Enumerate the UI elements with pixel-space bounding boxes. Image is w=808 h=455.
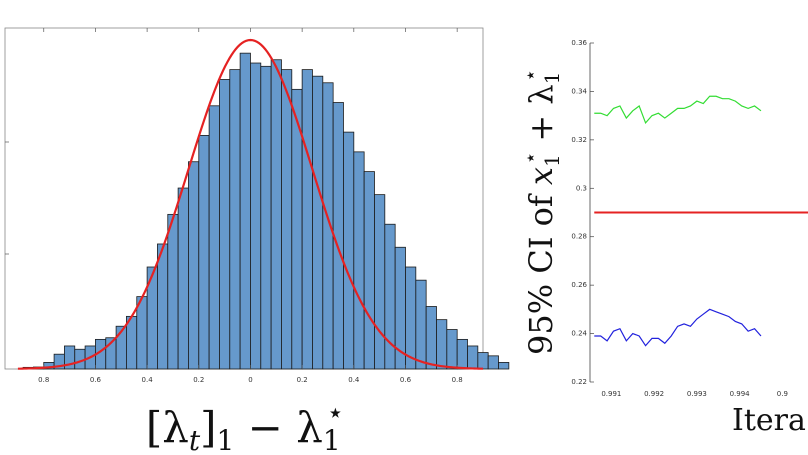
ci-y-tick-label: 0.3 xyxy=(576,184,587,192)
histogram-x-axis-label: [λt]1 − λ1⋆ xyxy=(146,396,344,455)
histogram-bars xyxy=(22,52,510,370)
ci-x-tick-label: 0.992 xyxy=(644,390,664,398)
ci-y-tick-label: 0.36 xyxy=(571,39,587,47)
histogram-bar xyxy=(281,69,293,370)
ylabel-sub-1b: 1 xyxy=(540,72,564,85)
histogram-bar xyxy=(177,187,189,370)
histogram-bar xyxy=(363,171,375,370)
histogram-tick-label: 0.6 xyxy=(90,376,102,384)
xlabel-sub-t: t xyxy=(189,424,201,455)
histogram-bar xyxy=(208,105,220,370)
ci-x-tick-label: 0.9 xyxy=(777,390,788,398)
histogram-bar xyxy=(157,243,169,370)
xlabel-bracket: ] xyxy=(200,403,216,452)
ylabel-star-b: ⋆ xyxy=(518,69,542,82)
ci-x-tick-label: 0.993 xyxy=(687,390,707,398)
ci-y-tick-label: 0.26 xyxy=(571,281,587,289)
histogram-tick-label: 0.8 xyxy=(452,376,463,384)
ylabel-star: ⋆ xyxy=(518,152,542,165)
histogram-tick-label: 0.4 xyxy=(142,376,154,384)
normal-density-curve xyxy=(17,38,484,370)
histogram-tick-label: 0.4 xyxy=(348,376,360,384)
ci-lower-line xyxy=(594,308,762,347)
histogram-bar xyxy=(301,69,313,370)
ci-y-tick-label: 0.22 xyxy=(571,378,587,386)
histogram-bar xyxy=(353,151,365,370)
histogram-bar xyxy=(250,62,262,370)
histogram-bar xyxy=(405,266,417,370)
ci-y-tick-label: 0.34 xyxy=(571,87,587,95)
xlabel-star: ⋆ xyxy=(327,396,345,429)
ci-y-tick-label: 0.24 xyxy=(571,330,587,338)
histogram-bar xyxy=(219,79,231,370)
ylabel-part-a: 95% CI of xyxy=(522,185,560,355)
histogram-bar xyxy=(260,65,272,370)
ci-x-ticks: 0.991 0.992 0.993 0.994 0.9 xyxy=(601,390,788,398)
histogram-bar xyxy=(198,135,210,370)
histogram-bar xyxy=(136,296,148,370)
histogram-bar xyxy=(487,355,499,370)
histogram-tick-label: 0.8 xyxy=(38,376,49,384)
histogram-bar xyxy=(229,69,241,370)
histogram-bar xyxy=(467,345,479,370)
histogram-bar xyxy=(270,59,282,370)
ci-y-tick-label: 0.28 xyxy=(571,233,587,241)
histogram-tick-label: 0.2 xyxy=(297,376,308,384)
histogram-bar xyxy=(436,319,448,370)
histogram-bar xyxy=(446,329,458,370)
histogram-tick-label: 0.6 xyxy=(400,376,412,384)
ci-y-tick-label: 0.32 xyxy=(571,136,587,144)
histogram-bar xyxy=(343,131,355,370)
histogram-bar xyxy=(239,52,251,370)
histogram-x-ticks: 0.8 0.6 0.4 0.2 0 0.2 0.4 0.6 0.8 xyxy=(5,28,463,384)
xlabel-minus: − λ xyxy=(234,403,323,452)
ci-y-axis-label: 95% CI of x1⋆ + λ1⋆ xyxy=(518,69,564,355)
histogram-bar xyxy=(498,362,510,370)
histogram-bar xyxy=(456,338,468,370)
histogram-bar xyxy=(188,161,200,370)
xlabel-part-a: [λ xyxy=(146,403,189,452)
histogram-bar xyxy=(415,279,427,370)
histogram-bar xyxy=(126,315,138,370)
histogram-bar xyxy=(477,352,489,370)
xlabel-sub-1: 1 xyxy=(216,424,234,455)
ci-series-lines xyxy=(594,95,808,347)
ci-line-panel: 0.220.240.260.280.30.320.340.36 0.991 0.9… xyxy=(518,39,808,438)
histogram-bar xyxy=(374,194,386,370)
ci-x-tick-label: 0.994 xyxy=(730,390,751,398)
ylabel-sub-1: 1 xyxy=(540,154,564,167)
histogram-tick-label: 0.2 xyxy=(193,376,204,384)
histogram-bar xyxy=(425,306,437,370)
ci-upper-line xyxy=(594,95,762,125)
histogram-tick-label: 0 xyxy=(248,376,252,384)
ylabel-plus: + λ xyxy=(522,84,560,151)
ylabel-x: x xyxy=(522,167,560,185)
ci-x-tick-label: 0.991 xyxy=(601,390,621,398)
ci-x-axis-label: Itera xyxy=(732,403,806,438)
histogram-bar xyxy=(167,213,179,370)
histogram-panel: 0.8 0.6 0.4 0.2 0 0.2 0.4 0.6 0.8 [λt]1 − λ1⋆ xyxy=(4,27,510,455)
xlabel-sub-1b: 1 xyxy=(323,424,341,455)
histogram-bar xyxy=(312,75,324,370)
ci-y-axis: 0.22 0.24 0.26 0.28 0.3 0.32 0.34 0.36 xyxy=(571,39,594,386)
